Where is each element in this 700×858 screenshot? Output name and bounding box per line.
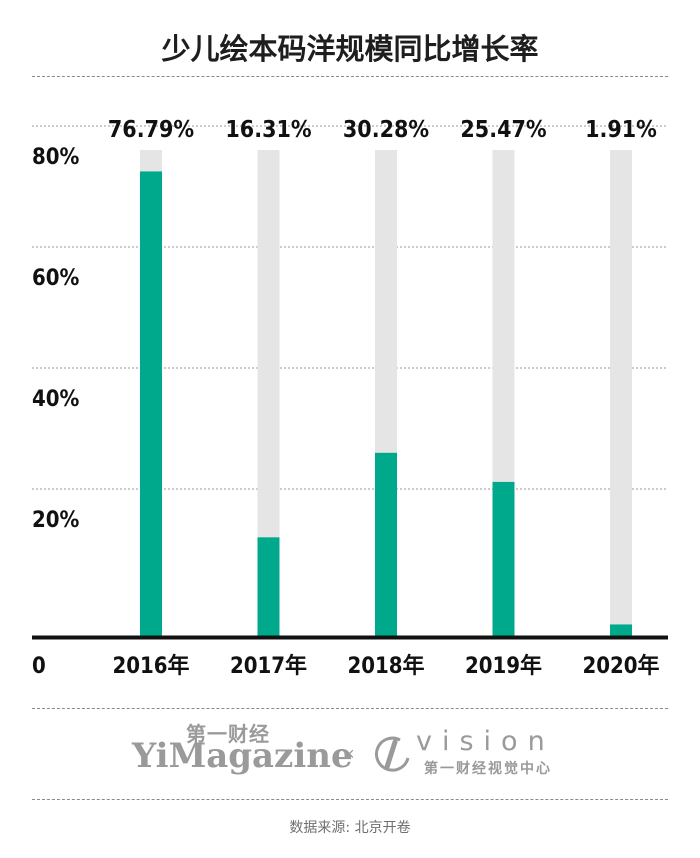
value-label: 30.28% (343, 117, 429, 143)
y-tick-label: 20% (32, 508, 80, 533)
value-label: 1.91% (585, 117, 657, 143)
x-tick-label: 2016年 (112, 653, 189, 679)
bar (140, 171, 162, 636)
value-label: 76.79% (108, 117, 194, 143)
bar (257, 537, 280, 636)
y-tick-label: 60% (32, 266, 80, 291)
bar-chart: 20% 40% 60% 80% 0 76.79% 2016年 16.31% 2017年 30.28… (32, 117, 668, 679)
bottom-divider (32, 799, 668, 800)
logo-area: 第一财经 YiMagazine × vision 第一财经视觉中心 (0, 714, 700, 794)
bar-track (610, 150, 632, 636)
x-tick-label: 2017年 (230, 653, 307, 679)
logo-separator: × (344, 744, 355, 764)
y-zero-label: 0 (32, 654, 46, 679)
bar (375, 452, 397, 636)
bar (610, 624, 632, 636)
yimagazine-logo-chinese: 第一财经 (186, 722, 270, 746)
labels: 20% 40% 60% 80% 0 76.79% 2016年 16.31% 2017年 30.28… (32, 117, 668, 679)
y-tick-label: 40% (32, 387, 80, 412)
vision-logo: vision (416, 726, 555, 757)
bars (140, 171, 632, 636)
data-source: 数据来源: 北京开卷 (289, 820, 411, 836)
value-label: 16.31% (225, 117, 311, 143)
top-divider (32, 76, 668, 77)
value-label: 25.47% (460, 117, 546, 143)
x-tick-label: 2019年 (465, 653, 542, 679)
vision-logo-icon (374, 736, 410, 772)
x-tick-label: 2018年 (347, 653, 424, 679)
yimagazine-logo: YiMagazine (132, 736, 353, 776)
y-tick-label: 80% (32, 145, 80, 170)
chart-title: 少儿绘本码洋规模同比增长率 (161, 32, 539, 66)
grid-lines (32, 125, 668, 490)
vision-logo-chinese: 第一财经视觉中心 (424, 761, 552, 777)
middle-divider (32, 708, 668, 709)
bar-track (257, 150, 280, 636)
bar (492, 481, 515, 636)
x-tick-label: 2020年 (582, 653, 659, 679)
